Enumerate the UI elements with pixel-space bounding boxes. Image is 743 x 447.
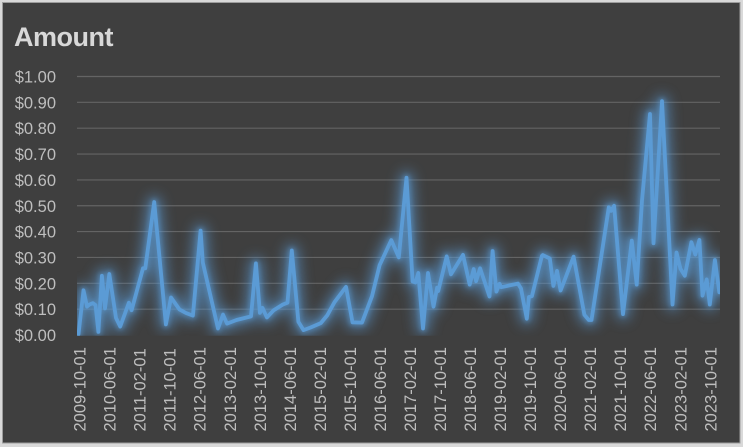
svg-text:2012-06-01: 2012-06-01 [192,347,210,431]
svg-text:2019-10-01: 2019-10-01 [522,347,540,431]
svg-text:2021-02-01: 2021-02-01 [582,347,600,431]
svg-text:2019-02-01: 2019-02-01 [492,347,510,431]
svg-text:2017-10-01: 2017-10-01 [432,347,450,431]
svg-text:2011-02-01: 2011-02-01 [132,348,150,431]
svg-text:$0.80: $0.80 [15,120,56,138]
svg-text:$0.60: $0.60 [15,172,56,190]
svg-text:2013-10-01: 2013-10-01 [252,347,270,431]
svg-text:2023-10-01: 2023-10-01 [702,347,720,431]
svg-text:2023-02-01: 2023-02-01 [672,347,690,431]
svg-text:$0.20: $0.20 [15,275,56,293]
svg-text:$0.00: $0.00 [15,327,56,345]
svg-text:$0.70: $0.70 [15,146,56,164]
svg-text:$0.90: $0.90 [15,94,56,112]
svg-text:2010-06-01: 2010-06-01 [102,347,120,431]
svg-text:2020-06-01: 2020-06-01 [552,347,570,431]
svg-text:$0.10: $0.10 [15,301,56,319]
svg-text:2011-10-01: 2011-10-01 [162,348,180,431]
svg-text:2015-10-01: 2015-10-01 [342,347,360,431]
svg-text:$0.40: $0.40 [15,224,56,242]
svg-text:2014-06-01: 2014-06-01 [282,347,300,431]
svg-text:2022-06-01: 2022-06-01 [642,347,660,431]
svg-text:2015-02-01: 2015-02-01 [312,347,330,431]
svg-text:2018-06-01: 2018-06-01 [462,347,480,431]
svg-text:$0.50: $0.50 [15,198,56,216]
svg-text:$0.30: $0.30 [15,249,56,267]
svg-text:$1.00: $1.00 [15,69,56,87]
svg-text:2016-06-01: 2016-06-01 [372,347,390,431]
svg-text:2009-10-01: 2009-10-01 [72,347,90,431]
svg-text:Amount: Amount [14,22,113,52]
svg-text:2013-02-01: 2013-02-01 [222,347,240,431]
svg-text:2017-02-01: 2017-02-01 [402,347,420,431]
svg-text:2021-10-01: 2021-10-01 [612,347,630,431]
